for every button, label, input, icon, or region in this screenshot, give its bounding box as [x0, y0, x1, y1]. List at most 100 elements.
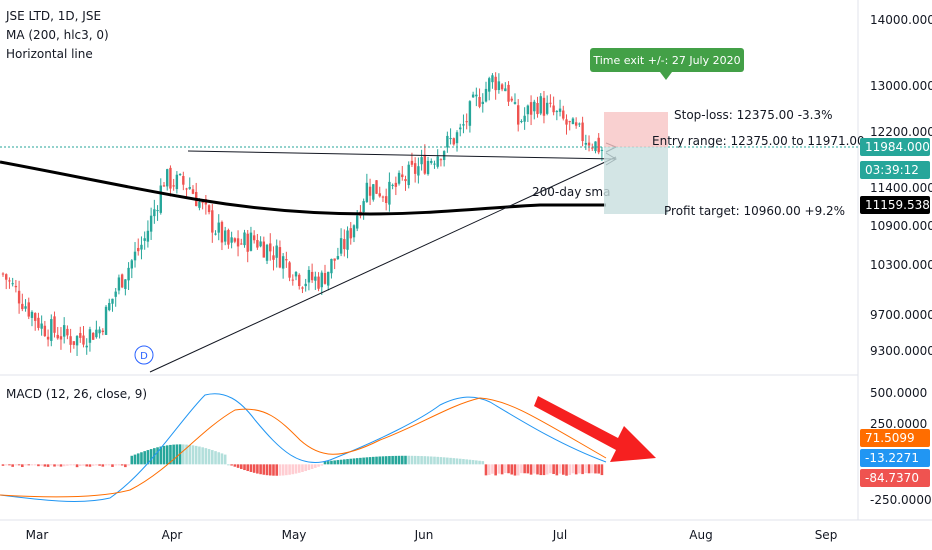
countdown-tag-bg — [860, 161, 930, 179]
candle-body — [600, 149, 604, 151]
macd-hist-tag: -84.7370 — [865, 471, 919, 485]
histogram-bar — [272, 464, 275, 476]
candle-body — [539, 96, 542, 114]
candle-body — [597, 137, 600, 153]
histogram-bar — [536, 464, 539, 475]
candle-body — [53, 316, 56, 333]
histogram-bar — [78, 464, 82, 466]
candle-body — [1, 273, 5, 275]
candle-body — [542, 97, 546, 116]
candle-body — [523, 115, 526, 122]
candle-body — [85, 345, 88, 348]
candle-body — [494, 76, 497, 91]
histogram-bar — [442, 457, 446, 465]
histogram-bar — [558, 464, 562, 474]
histogram-bar — [172, 444, 175, 465]
time-exit-callout — [590, 48, 744, 72]
histogram-bar — [140, 452, 143, 465]
price-tick: 14000.0000 — [870, 13, 932, 27]
histogram-bar — [175, 444, 179, 465]
candle-body — [46, 336, 50, 340]
candle-body — [391, 184, 394, 186]
histogram-bar — [571, 464, 575, 474]
histogram-bar — [510, 464, 514, 475]
candle-body — [307, 269, 311, 283]
macd-legend[interactable]: MACD (12, 26, close, 9) — [6, 387, 148, 401]
histogram-bar — [497, 464, 501, 474]
symbol-legend[interactable]: JSE LTD, 1D, JSE — [6, 9, 102, 23]
candle-body — [62, 325, 66, 337]
macd-signal-tag-bg — [860, 429, 930, 447]
histogram-bar — [465, 459, 468, 465]
histogram-bar — [391, 455, 394, 465]
dividend-label: D — [140, 351, 148, 362]
candle-body — [343, 239, 346, 250]
histogram-bar — [574, 464, 578, 475]
candle-body — [497, 81, 501, 90]
histogram-bar — [326, 461, 330, 465]
candle-body — [227, 229, 230, 245]
histogram-bar — [420, 456, 423, 465]
candle-body — [265, 244, 269, 261]
candle-body — [269, 243, 272, 252]
histogram-bar — [169, 444, 172, 465]
candle-body — [327, 271, 330, 286]
histogram-bar — [542, 464, 546, 476]
histogram-bar — [394, 455, 398, 465]
histogram-bar — [487, 464, 491, 476]
histogram-bar — [211, 450, 214, 465]
histogram-bar — [378, 456, 382, 465]
histogram-bar — [165, 445, 169, 465]
histogram-bar — [471, 460, 475, 465]
candle-body — [356, 215, 359, 229]
candle-body — [574, 122, 578, 126]
horizontal-line-legend[interactable]: Horizontal line — [6, 47, 93, 61]
candle-body — [24, 306, 27, 309]
histogram-bar — [549, 464, 552, 474]
price-tick: 10900.0000 — [870, 219, 932, 233]
candle-body — [8, 280, 11, 282]
histogram-bar — [446, 457, 449, 465]
histogram-bar — [53, 464, 56, 467]
histogram-bar — [11, 464, 14, 467]
callout-pointer — [660, 72, 672, 80]
candle-body — [220, 221, 224, 243]
candle-body — [552, 105, 555, 113]
candle-body — [504, 88, 507, 92]
candle-body — [594, 141, 597, 152]
histogram-bar — [413, 455, 417, 465]
candle-body — [185, 188, 188, 190]
histogram-bar — [191, 445, 195, 465]
candle-body — [146, 230, 150, 242]
candle-body — [430, 161, 433, 163]
histogram-bar — [149, 449, 153, 465]
profit-target-label: Profit target: 10960.00 +9.2% — [664, 204, 845, 218]
candle-body — [236, 238, 240, 247]
histogram-bar — [343, 459, 346, 465]
candle-body — [281, 256, 285, 269]
candle-body — [417, 166, 420, 176]
candle-body — [510, 98, 513, 101]
histogram-bar — [526, 464, 530, 474]
candle-body — [117, 277, 121, 291]
candle-body — [452, 138, 455, 145]
histogram-bar — [24, 464, 27, 466]
candle-body — [249, 232, 253, 251]
histogram-bar — [40, 464, 43, 466]
candle-body — [285, 259, 288, 261]
candle-body — [436, 156, 439, 167]
histogram-bar — [568, 464, 572, 476]
candle-body — [352, 225, 356, 238]
histogram-bar — [227, 464, 230, 466]
candle-body — [484, 88, 488, 102]
histogram-bar — [584, 464, 588, 474]
ma-indicator-legend[interactable]: MA (200, hlc3, 0) — [6, 28, 109, 42]
histogram-bar — [339, 459, 343, 465]
candle-body — [533, 101, 536, 112]
dividend-marker — [134, 345, 154, 365]
histogram-bar — [214, 451, 217, 465]
histogram-bar — [220, 453, 224, 465]
candle-body — [581, 122, 584, 142]
signal-line — [0, 397, 607, 498]
